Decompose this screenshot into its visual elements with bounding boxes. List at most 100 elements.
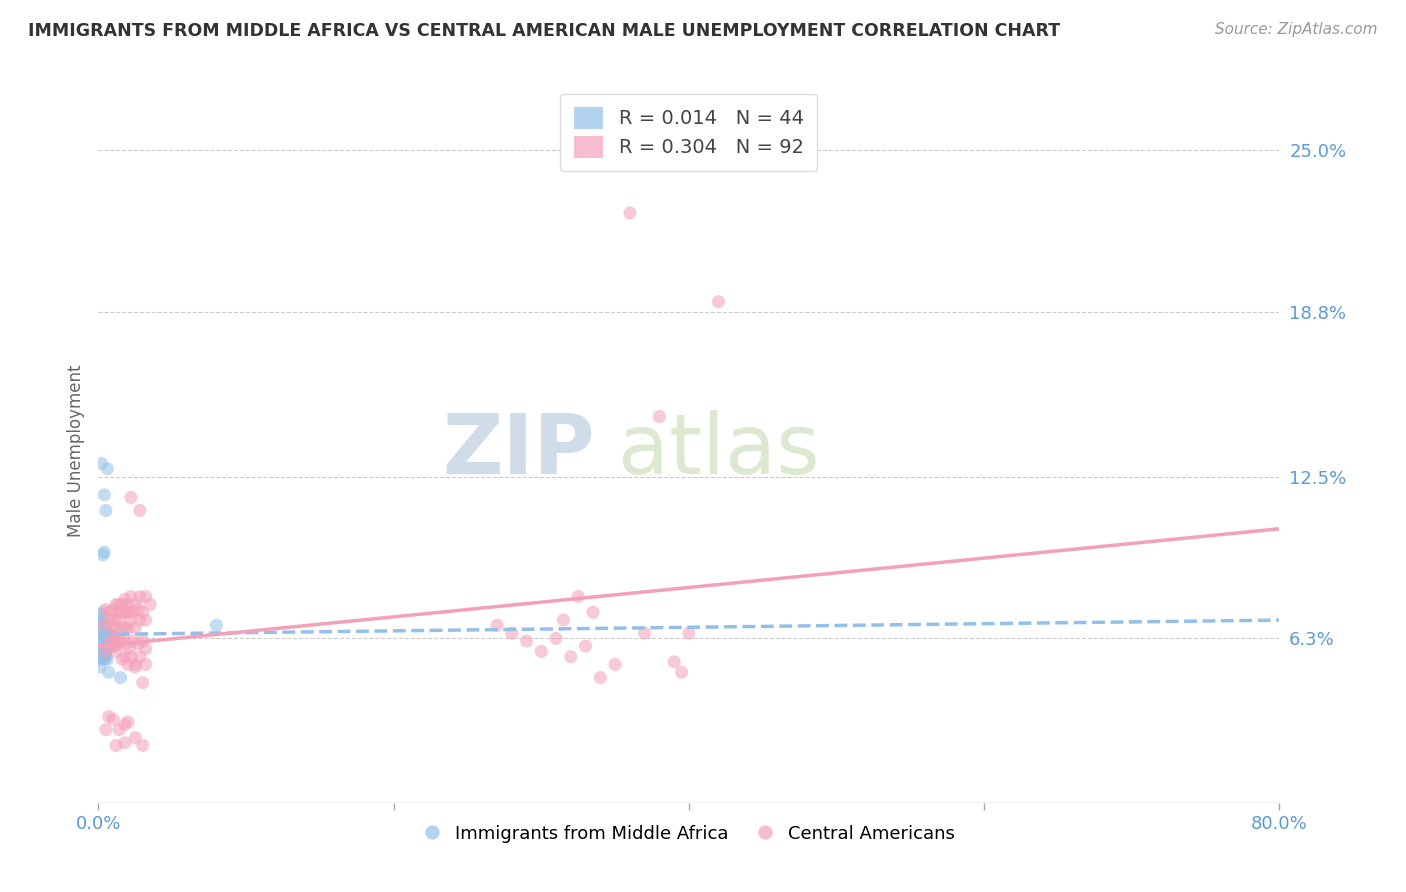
Point bbox=[118, 605, 141, 619]
Point bbox=[94, 618, 117, 632]
Point bbox=[98, 634, 121, 648]
Point bbox=[114, 621, 136, 635]
Point bbox=[93, 632, 115, 646]
Point bbox=[108, 637, 131, 651]
Point bbox=[94, 632, 117, 646]
Point bbox=[582, 605, 605, 619]
Point bbox=[93, 545, 115, 559]
Point bbox=[96, 461, 118, 475]
Point bbox=[98, 639, 121, 653]
Point bbox=[605, 657, 627, 672]
Point bbox=[94, 647, 117, 661]
Point bbox=[90, 618, 112, 632]
Point bbox=[103, 712, 125, 726]
Point bbox=[90, 637, 112, 651]
Point bbox=[120, 590, 142, 604]
Point bbox=[135, 657, 157, 672]
Point bbox=[678, 626, 700, 640]
Point bbox=[124, 731, 146, 745]
Point bbox=[132, 605, 155, 619]
Point bbox=[121, 634, 143, 648]
Point bbox=[93, 488, 115, 502]
Legend: Immigrants from Middle Africa, Central Americans: Immigrants from Middle Africa, Central A… bbox=[416, 817, 962, 850]
Point bbox=[105, 644, 128, 658]
Text: IMMIGRANTS FROM MIDDLE AFRICA VS CENTRAL AMERICAN MALE UNEMPLOYMENT CORRELATION : IMMIGRANTS FROM MIDDLE AFRICA VS CENTRAL… bbox=[28, 22, 1060, 40]
Point bbox=[634, 626, 657, 640]
Point bbox=[91, 644, 114, 658]
Point bbox=[124, 660, 146, 674]
Point bbox=[97, 709, 120, 723]
Point bbox=[96, 634, 118, 648]
Y-axis label: Male Unemployment: Male Unemployment bbox=[66, 364, 84, 537]
Point bbox=[96, 632, 118, 646]
Point bbox=[96, 652, 118, 666]
Point bbox=[127, 637, 149, 651]
Point bbox=[91, 639, 114, 653]
Point bbox=[120, 613, 142, 627]
Point bbox=[132, 675, 155, 690]
Point bbox=[91, 548, 114, 562]
Point bbox=[105, 621, 128, 635]
Text: ZIP: ZIP bbox=[441, 410, 595, 491]
Point bbox=[93, 629, 115, 643]
Point bbox=[111, 598, 134, 612]
Point bbox=[530, 644, 553, 658]
Text: Source: ZipAtlas.com: Source: ZipAtlas.com bbox=[1215, 22, 1378, 37]
Point bbox=[114, 592, 136, 607]
Point bbox=[93, 618, 115, 632]
Point bbox=[671, 665, 693, 680]
Point bbox=[128, 503, 150, 517]
Point bbox=[707, 294, 730, 309]
Point bbox=[117, 598, 139, 612]
Point bbox=[97, 626, 120, 640]
Point bbox=[108, 598, 131, 612]
Point bbox=[100, 639, 122, 653]
Point bbox=[103, 629, 125, 643]
Point bbox=[94, 723, 117, 737]
Point bbox=[110, 605, 132, 619]
Point bbox=[117, 714, 139, 729]
Point bbox=[105, 739, 128, 753]
Point bbox=[107, 632, 129, 646]
Point bbox=[94, 602, 117, 616]
Point bbox=[118, 641, 141, 656]
Point bbox=[91, 605, 114, 619]
Point bbox=[111, 652, 134, 666]
Point bbox=[89, 626, 111, 640]
Point bbox=[135, 641, 157, 656]
Point bbox=[93, 647, 115, 661]
Point bbox=[546, 632, 568, 646]
Point bbox=[110, 671, 132, 685]
Point bbox=[501, 626, 523, 640]
Point bbox=[97, 632, 120, 646]
Point bbox=[132, 634, 155, 648]
Point bbox=[104, 613, 127, 627]
Point bbox=[121, 605, 143, 619]
Point bbox=[575, 639, 598, 653]
Point bbox=[117, 621, 139, 635]
Point bbox=[112, 632, 135, 646]
Point bbox=[205, 618, 228, 632]
Point bbox=[132, 739, 155, 753]
Point bbox=[128, 649, 150, 664]
Point bbox=[100, 639, 122, 653]
Point bbox=[664, 655, 686, 669]
Point bbox=[560, 649, 582, 664]
Point bbox=[567, 590, 589, 604]
Point bbox=[104, 639, 127, 653]
Point bbox=[89, 652, 111, 666]
Point bbox=[89, 660, 111, 674]
Point bbox=[486, 618, 509, 632]
Point bbox=[115, 637, 138, 651]
Point bbox=[135, 590, 157, 604]
Point bbox=[110, 634, 132, 648]
Text: atlas: atlas bbox=[619, 410, 820, 491]
Point bbox=[589, 671, 612, 685]
Point bbox=[94, 644, 117, 658]
Point bbox=[139, 598, 162, 612]
Point bbox=[98, 632, 121, 646]
Point bbox=[124, 598, 146, 612]
Point bbox=[90, 607, 112, 622]
Point bbox=[115, 605, 138, 619]
Point bbox=[97, 629, 120, 643]
